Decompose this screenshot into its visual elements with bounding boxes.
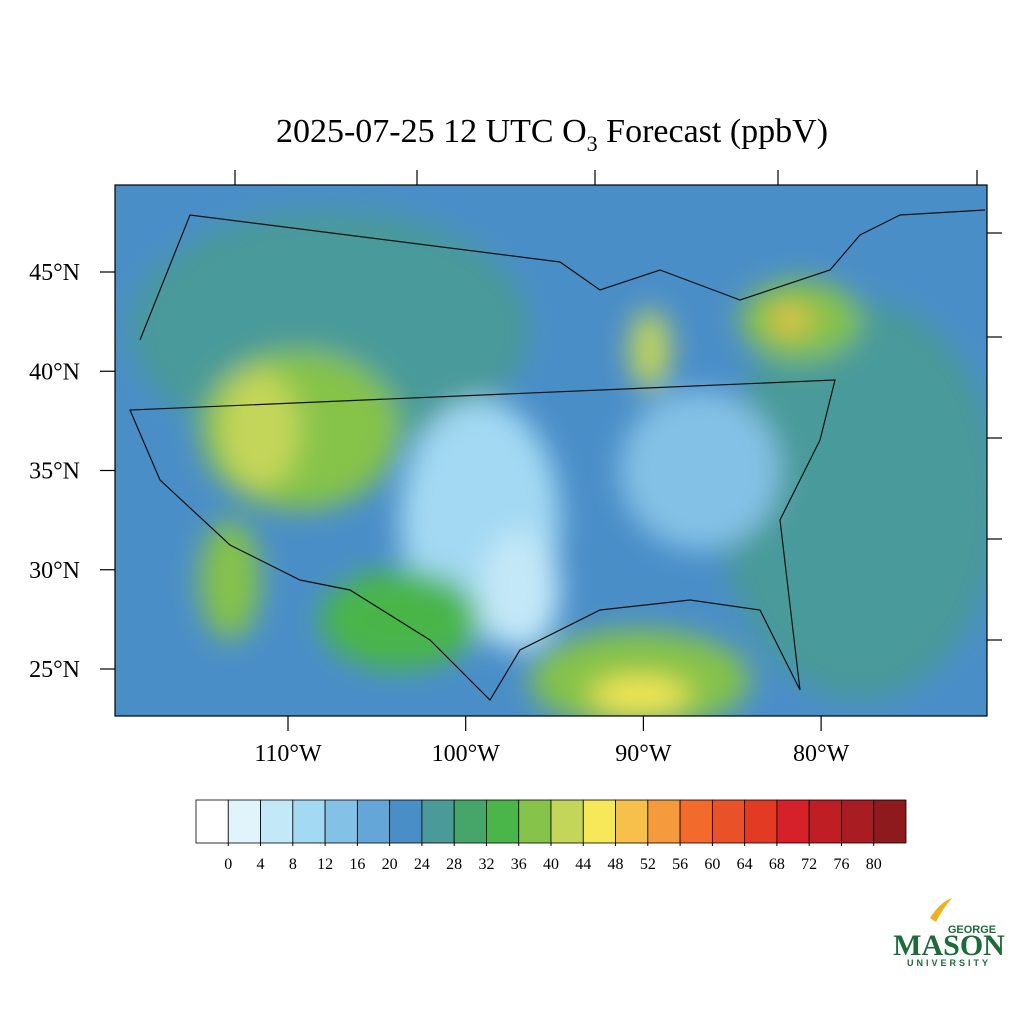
colorbar-label: 40 [543, 856, 559, 873]
title-text: Forecast (ppbV) [598, 113, 828, 150]
colorbar-box [841, 799, 875, 844]
colorbar-box [227, 799, 261, 844]
lat-label: 25°N [29, 657, 80, 683]
frame-ticks [234, 170, 1002, 641]
lon-label: 90°W [615, 741, 672, 767]
title-subscript: 3 [587, 131, 598, 156]
title: 2025-07-25 12 UTC O3 Forecast (ppbV) [276, 113, 828, 156]
colorbar-box [744, 799, 778, 844]
colorbar-box [260, 799, 294, 844]
colorbar-box [421, 799, 455, 844]
colorbar-label: 28 [446, 856, 462, 873]
colorbar-box [776, 799, 810, 844]
colorbar-box [615, 799, 649, 844]
colorbar-label: 16 [349, 856, 365, 873]
lat-label: 45°N [29, 260, 80, 286]
lon-label: 80°W [793, 741, 850, 767]
logo-main: MASON [893, 929, 1005, 962]
colorbar-box [356, 799, 391, 844]
colorbar-box [873, 799, 907, 844]
colorbar-label: 36 [511, 856, 527, 873]
lon-label: 100°W [432, 741, 501, 767]
lat-label: 30°N [29, 558, 80, 584]
logo: GEORGE MASON UNIVERSITY [893, 898, 1005, 968]
colorbar-box [292, 799, 326, 844]
logo-bottom: UNIVERSITY [907, 958, 991, 968]
map-frame [114, 184, 988, 717]
colorbar-box [453, 799, 487, 844]
colorbar-label: 32 [478, 856, 494, 873]
colorbar-box [195, 799, 229, 844]
colorbar-label: 60 [704, 856, 720, 873]
title-text: 2025-07-25 12 UTC O [276, 113, 587, 150]
colorbar-box [324, 799, 358, 844]
colorbar-label: 72 [801, 856, 817, 873]
colorbar-box [647, 799, 681, 844]
colorbar-label: 44 [575, 856, 591, 873]
colorbar-box [679, 799, 713, 844]
colorbar-box [582, 799, 616, 844]
colorbar-box [518, 799, 552, 844]
map-field [115, 185, 987, 716]
colorbar-box [389, 799, 423, 844]
colorbar-label: 80 [866, 856, 882, 873]
colorbar-label: 76 [833, 856, 849, 873]
colorbar-label: 56 [672, 856, 688, 873]
colorbar-box [808, 799, 842, 844]
colorbar-label: 4 [257, 856, 265, 873]
colorbar-label: 24 [414, 856, 430, 873]
colorbar-label: 52 [640, 856, 656, 873]
lon-label: 110°W [254, 741, 322, 767]
colorbar-label: 8 [289, 856, 297, 873]
lat-label: 35°N [29, 459, 80, 485]
colorbar-box [711, 799, 746, 844]
colorbar-label: 12 [317, 856, 333, 873]
lat-label: 40°N [29, 359, 80, 385]
colorbar-label: 20 [382, 856, 398, 873]
colorbar-label: 64 [737, 856, 753, 873]
colorbar-box [550, 799, 584, 844]
colorbar-label: 68 [769, 856, 785, 873]
colorbar-box [486, 799, 520, 844]
colorbar-label: 48 [608, 856, 624, 873]
colorbar-label: 0 [224, 856, 232, 873]
logo-top: GEORGE [948, 924, 996, 936]
